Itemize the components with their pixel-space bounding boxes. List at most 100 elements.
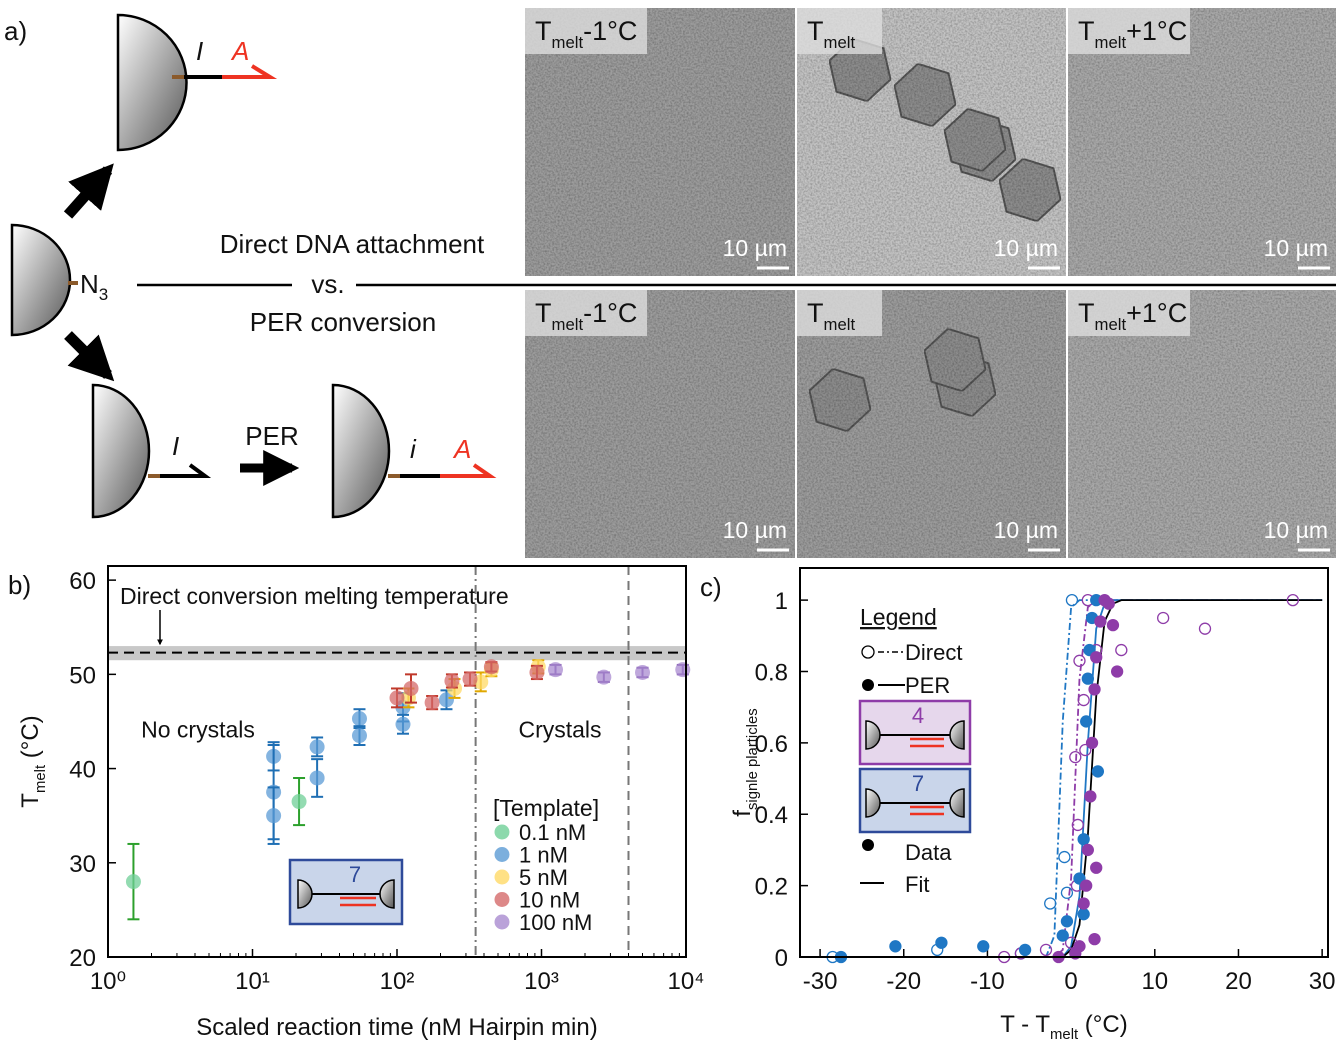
image-label-part: T xyxy=(807,298,824,328)
legend-label: 0.1 nM xyxy=(519,820,586,845)
point xyxy=(1084,790,1097,803)
scale-label: 10 µm xyxy=(723,235,787,261)
point xyxy=(291,794,307,810)
y-axis-label-sub: signle plarticles xyxy=(745,708,761,810)
caption: PER conversion xyxy=(250,307,436,337)
image-label-sub: melt xyxy=(1095,315,1127,334)
legend-marker xyxy=(494,892,510,907)
legend-label: PER xyxy=(905,673,950,698)
domain-label: I xyxy=(196,36,203,66)
inset-label: 4 xyxy=(912,703,924,728)
image-label-sub: melt xyxy=(552,33,584,52)
point xyxy=(1060,915,1074,928)
image-label: Tmelt+1°C xyxy=(1078,16,1187,52)
point xyxy=(438,692,454,708)
y-tick-label: 0 xyxy=(775,945,788,972)
inset-particle xyxy=(379,879,395,909)
x-tick-label: 10⁴ xyxy=(667,968,704,995)
point xyxy=(1085,736,1099,750)
x-axis-label-part: T - T xyxy=(1000,1011,1050,1038)
crystal xyxy=(808,367,872,433)
y-tick-label: 30 xyxy=(69,851,96,878)
image-label-part: T xyxy=(535,298,552,328)
point xyxy=(309,739,325,755)
x-axis-label-sub: melt xyxy=(1050,1027,1079,1043)
image-label-sub: melt xyxy=(1095,33,1127,52)
x-axis-label: Scaled reaction time (nM Hairpin min) xyxy=(196,1014,597,1041)
y-tick-label: 20 xyxy=(69,945,96,972)
y-tick-label: 0.2 xyxy=(755,874,788,901)
point xyxy=(1077,897,1090,910)
point xyxy=(1018,943,1032,957)
legend-marker xyxy=(494,869,510,885)
point xyxy=(1090,861,1103,874)
point xyxy=(1069,750,1082,764)
azide-label: N3 xyxy=(80,269,108,304)
arrow xyxy=(63,163,114,219)
label-box xyxy=(1068,290,1190,336)
point xyxy=(1080,879,1093,892)
inset-particle xyxy=(865,720,881,750)
y-tick-label: 40 xyxy=(69,757,96,784)
label-box xyxy=(525,290,647,336)
y-axis-label: fsignle plarticles xyxy=(729,708,761,816)
point xyxy=(351,711,367,727)
y-axis-label-group: fsignle plarticles xyxy=(729,708,761,816)
point xyxy=(125,874,141,890)
image-label-sub: melt xyxy=(824,33,856,52)
micrograph: Tmelt-1°C 10 µm xyxy=(525,8,795,276)
particle xyxy=(91,383,151,519)
legend-marker xyxy=(861,645,875,659)
point xyxy=(389,690,405,706)
image-label-part: T xyxy=(535,16,552,46)
reaction-label: PER xyxy=(245,421,298,451)
scale-label: 10 µm xyxy=(1264,517,1328,543)
legend-title: [Template] xyxy=(493,795,599,821)
x-tick-label: 30 xyxy=(1309,968,1336,995)
point xyxy=(1039,943,1053,957)
y-tick-label: 1 xyxy=(775,588,788,615)
crystal xyxy=(828,37,892,103)
point xyxy=(351,728,367,744)
point xyxy=(1110,665,1124,678)
point xyxy=(1073,654,1086,667)
point xyxy=(1102,597,1115,610)
crystal xyxy=(998,157,1062,223)
scale-label: 10 µm xyxy=(994,235,1058,261)
point xyxy=(1077,833,1090,846)
point xyxy=(1286,593,1300,607)
azide-main: N xyxy=(80,269,99,299)
point xyxy=(444,673,460,689)
domain-label: i xyxy=(410,434,417,464)
x-tick-label: 10³ xyxy=(524,968,559,995)
region-label: Crystals xyxy=(518,717,601,743)
strand-active xyxy=(222,64,278,79)
panel-a: a) I A N3 Direct DNA attachment vs. PER … xyxy=(4,13,1336,519)
scale-label: 10 µm xyxy=(1264,235,1328,261)
image-label: Tmelt xyxy=(807,16,855,52)
y-axis-label-part: (°C) xyxy=(17,715,44,765)
point xyxy=(596,669,612,685)
point xyxy=(462,671,478,687)
legend-label: Direct xyxy=(905,640,962,665)
point xyxy=(977,940,990,953)
azide-sub: 3 xyxy=(99,285,108,304)
y-axis-label: Tmelt (°C) xyxy=(17,715,49,807)
image-label-part: -1°C xyxy=(583,16,637,46)
region-label: No crystals xyxy=(141,717,255,743)
inset-particle xyxy=(949,788,965,818)
y-tick-label: 50 xyxy=(69,662,96,689)
x-tick-label: -10 xyxy=(970,968,1005,995)
particle xyxy=(10,223,72,337)
y-axis-label-group: Tmelt (°C) xyxy=(17,715,49,807)
point xyxy=(889,940,902,953)
micrograph: Tmelt 10 µm xyxy=(797,8,1066,276)
label-box xyxy=(525,8,647,54)
particle xyxy=(116,13,188,152)
arrow xyxy=(64,331,115,382)
label-box xyxy=(1068,8,1190,54)
point xyxy=(1058,850,1071,864)
panel-label: c) xyxy=(700,572,722,602)
reference-label: Direct conversion melting temperature xyxy=(120,583,509,609)
domain-label: I xyxy=(172,431,179,461)
